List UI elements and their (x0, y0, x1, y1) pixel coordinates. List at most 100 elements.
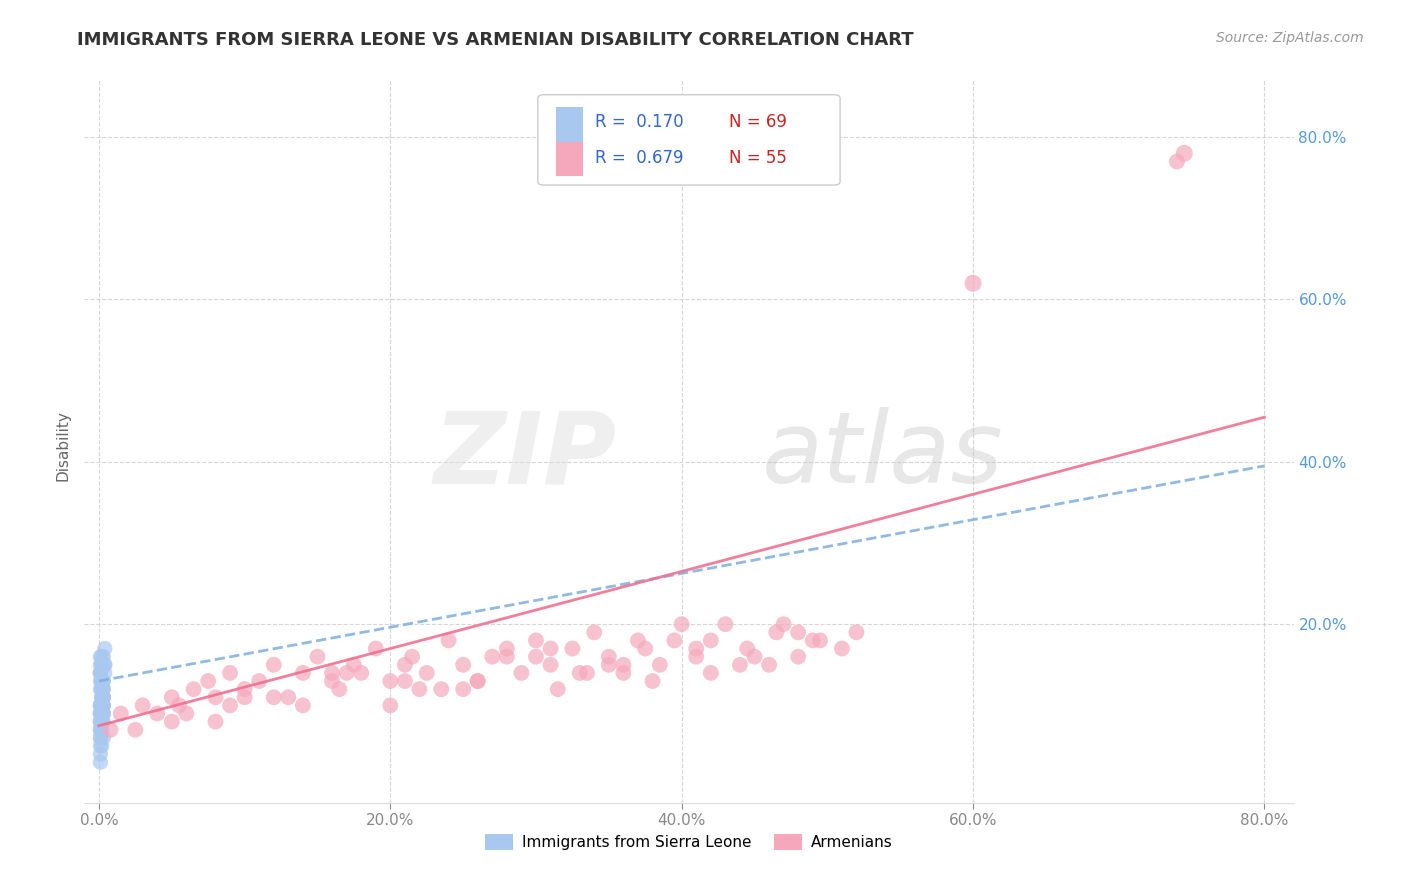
Point (89, 698, 111, 713)
Point (91, 682, 114, 697)
Point (380, 673, 402, 688)
Point (612, 665, 634, 680)
Point (90, 673, 112, 688)
Point (91, 682, 114, 697)
Point (263, 657, 285, 672)
Point (124, 723, 146, 737)
Point (89, 706, 111, 721)
Point (90, 673, 112, 688)
Point (89, 714, 111, 729)
Point (91, 698, 114, 713)
Point (91, 714, 114, 729)
Point (540, 657, 562, 672)
Point (451, 682, 474, 697)
Point (90, 723, 112, 737)
Point (380, 698, 402, 713)
Point (89, 698, 111, 713)
Point (90, 690, 112, 705)
Point (90, 714, 112, 729)
Point (90, 714, 112, 729)
Point (90, 698, 112, 713)
Point (89, 657, 111, 672)
Point (962, 277, 984, 291)
Point (90, 682, 112, 697)
Point (598, 649, 620, 664)
Point (89, 682, 111, 697)
Point (91, 673, 114, 688)
Point (1173, 146, 1195, 161)
Point (90, 698, 112, 713)
Point (90, 657, 112, 672)
Point (91, 690, 114, 705)
Point (90, 690, 112, 705)
Point (167, 698, 190, 713)
Point (90, 657, 112, 672)
Point (415, 665, 437, 680)
Point (845, 625, 868, 640)
Text: Source: ZipAtlas.com: Source: ZipAtlas.com (1216, 31, 1364, 45)
Point (233, 682, 256, 697)
Point (758, 657, 780, 672)
Point (90, 682, 112, 697)
Point (598, 657, 620, 672)
Point (394, 657, 416, 672)
Point (91, 649, 114, 664)
Point (801, 633, 824, 648)
Point (90, 690, 112, 705)
Text: Disability: Disability (56, 410, 70, 482)
Point (495, 649, 517, 664)
Point (91, 690, 114, 705)
Point (160, 690, 183, 705)
Point (307, 649, 329, 664)
Point (634, 641, 657, 656)
Point (728, 657, 751, 672)
Point (90, 682, 112, 697)
Point (89, 731, 111, 745)
Point (321, 673, 343, 688)
Point (197, 673, 219, 688)
Point (1166, 154, 1188, 169)
Point (467, 673, 489, 688)
Point (146, 706, 169, 721)
Text: N = 69: N = 69 (728, 113, 787, 131)
Point (328, 682, 350, 697)
Point (401, 649, 423, 664)
Point (510, 665, 533, 680)
Point (94, 665, 117, 680)
Point (90, 706, 112, 721)
Point (89, 649, 111, 664)
Point (735, 641, 758, 656)
Text: IMMIGRANTS FROM SIERRA LEONE VS ARMENIAN DISABILITY CORRELATION CHART: IMMIGRANTS FROM SIERRA LEONE VS ARMENIAN… (77, 31, 914, 49)
Point (744, 649, 766, 664)
Point (524, 649, 547, 664)
Point (204, 690, 226, 705)
Point (176, 706, 198, 721)
Point (495, 641, 517, 656)
Point (183, 682, 205, 697)
Point (583, 625, 606, 640)
Point (430, 682, 453, 697)
Point (787, 625, 810, 640)
Point (89, 723, 111, 737)
Text: R =  0.679: R = 0.679 (595, 149, 683, 168)
Point (277, 690, 299, 705)
Point (648, 657, 671, 672)
Point (467, 673, 489, 688)
Point (263, 690, 285, 705)
Point (291, 698, 314, 713)
Point (89, 739, 111, 753)
Point (808, 633, 831, 648)
Point (91, 731, 114, 745)
Point (481, 649, 503, 664)
FancyBboxPatch shape (555, 142, 582, 177)
Text: R =  0.170: R = 0.170 (595, 113, 683, 131)
Point (89, 706, 111, 721)
Point (94, 641, 117, 656)
Point (247, 673, 270, 688)
Text: N = 55: N = 55 (728, 149, 787, 168)
Point (575, 665, 598, 680)
Point (350, 665, 373, 680)
Point (91, 698, 114, 713)
Point (343, 657, 366, 672)
Point (612, 657, 634, 672)
